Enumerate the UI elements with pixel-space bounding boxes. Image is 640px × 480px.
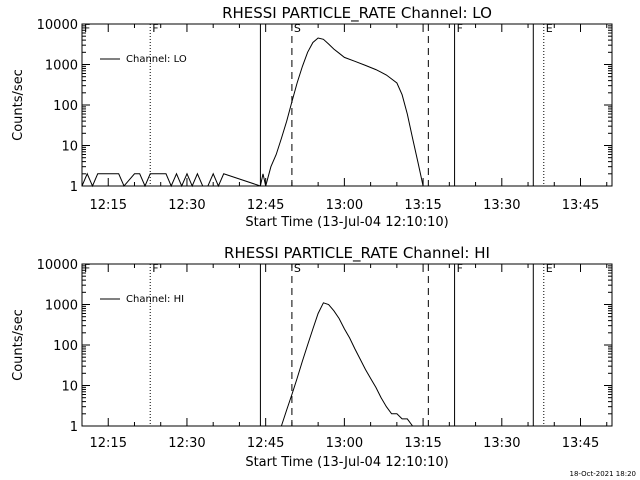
chart-title: RHESSI PARTICLE_RATE Channel: HI xyxy=(224,244,490,263)
flag-label: S xyxy=(294,22,301,35)
legend-entry: Channel: HI xyxy=(126,294,184,305)
y-tick-label: 10000 xyxy=(37,18,78,33)
y-tick-label: 1 xyxy=(70,180,78,195)
y-axis-label: Counts/sec xyxy=(11,69,26,141)
y-tick-label: 10 xyxy=(61,380,78,395)
legend-entry: Channel: LO xyxy=(126,54,187,65)
x-tick-label: 13:45 xyxy=(562,436,599,451)
x-tick-label: 12:30 xyxy=(168,198,205,213)
x-tick-label: 13:15 xyxy=(404,198,441,213)
flag-label: F xyxy=(152,262,158,275)
y-tick-label: 1000 xyxy=(45,299,78,314)
plot-frame xyxy=(81,263,613,427)
x-tick-label: 12:45 xyxy=(247,436,284,451)
y-tick-label: 10 xyxy=(61,140,78,155)
y-tick-label: 1 xyxy=(70,420,78,435)
flag-label: F xyxy=(152,22,158,35)
flag-label: F xyxy=(84,22,90,35)
y-tick-label: 10000 xyxy=(37,258,78,273)
flag-label: E xyxy=(546,262,553,275)
flag-label: F xyxy=(457,262,463,275)
flag-label: E xyxy=(546,22,553,35)
x-tick-label: 12:30 xyxy=(168,436,205,451)
y-tick-label: 1000 xyxy=(45,59,78,74)
x-axis-label: Start Time (13-Jul-04 12:10:10) xyxy=(245,455,448,470)
footer-timestamp: 18-Oct-2021 18:20 xyxy=(570,470,636,478)
x-tick-label: 12:45 xyxy=(247,198,284,213)
flag-label: S xyxy=(294,262,301,275)
chart-title: RHESSI PARTICLE_RATE Channel: LO xyxy=(222,4,492,23)
x-tick-label: 13:15 xyxy=(404,436,441,451)
x-tick-label: 13:00 xyxy=(326,436,363,451)
flag-label: F xyxy=(457,22,463,35)
x-tick-label: 12:15 xyxy=(90,198,127,213)
flag-label: F xyxy=(84,262,90,275)
y-axis-label: Counts/sec xyxy=(11,309,26,381)
series-line-channel-lo xyxy=(81,37,424,188)
x-tick-label: 13:30 xyxy=(483,436,520,451)
x-axis-label: Start Time (13-Jul-04 12:10:10) xyxy=(245,215,448,230)
x-tick-label: 12:15 xyxy=(90,436,127,451)
series-line-channel-hi xyxy=(280,302,414,427)
x-tick-label: 13:00 xyxy=(326,198,363,213)
plot-frame xyxy=(81,23,613,187)
x-tick-label: 13:45 xyxy=(562,198,599,213)
x-tick-label: 13:30 xyxy=(483,198,520,213)
y-tick-label: 100 xyxy=(53,99,78,114)
y-tick-label: 100 xyxy=(53,339,78,354)
